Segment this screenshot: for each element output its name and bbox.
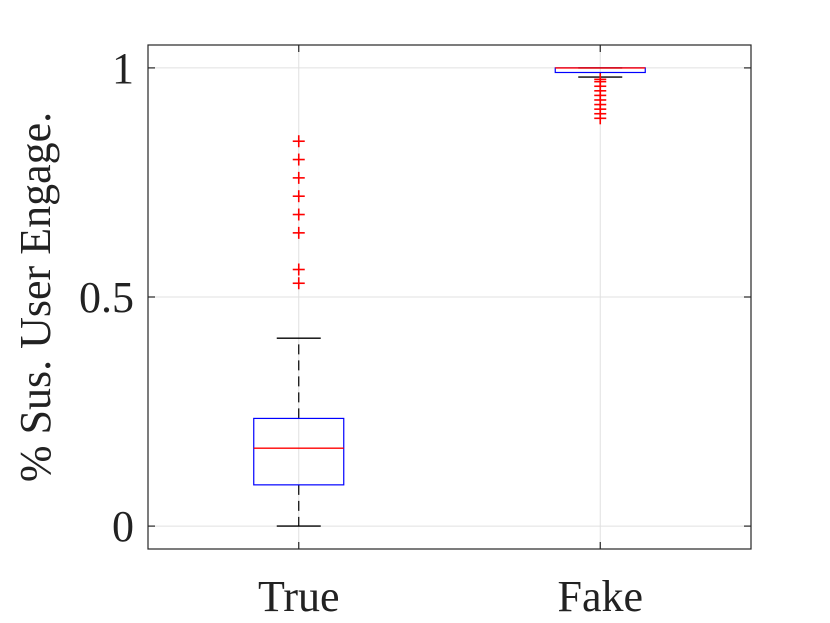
x-tick-label: Fake bbox=[557, 572, 643, 621]
outlier-point bbox=[292, 263, 305, 276]
box-group-fake bbox=[554, 67, 646, 125]
outlier-point bbox=[292, 190, 305, 203]
y-tick-label: 0.5 bbox=[79, 273, 134, 322]
y-tick-label: 0 bbox=[112, 502, 134, 551]
y-tick-label: 1 bbox=[112, 44, 134, 93]
outlier-point bbox=[292, 153, 305, 166]
box-group-true bbox=[253, 135, 345, 527]
grid-lines bbox=[148, 45, 751, 549]
outlier-point bbox=[292, 135, 305, 148]
outlier-point bbox=[292, 171, 305, 184]
outlier-point bbox=[292, 277, 305, 290]
boxes-layer bbox=[253, 67, 646, 527]
y-axis-label: % Sus. User Engage. bbox=[11, 112, 60, 482]
outlier-point bbox=[292, 226, 305, 239]
x-tick-label: True bbox=[258, 572, 340, 621]
axis-ticks: 0 0.5 1 True Fake bbox=[79, 44, 751, 621]
iqr-box bbox=[253, 417, 345, 486]
outlier-point bbox=[594, 73, 607, 86]
outlier-point bbox=[292, 208, 305, 221]
